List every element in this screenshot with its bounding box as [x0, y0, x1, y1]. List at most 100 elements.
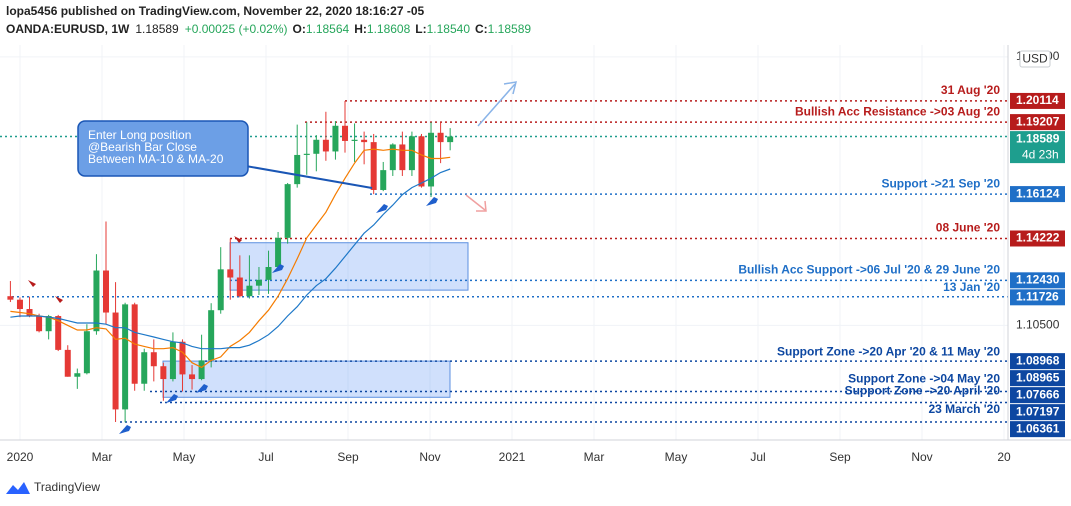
candle-body [389, 144, 396, 171]
level-text: 23 March '20 [928, 402, 1000, 416]
candle-body [437, 132, 444, 143]
ohlc-key: O: [292, 22, 305, 36]
candle-body [36, 316, 43, 332]
marker [55, 296, 63, 303]
rocket [426, 197, 438, 206]
price-badge [1010, 131, 1065, 164]
price-badge [1010, 230, 1065, 247]
callout-line: @Bearish Bar Close [88, 140, 197, 154]
price-badge-label: 1.11726 [1016, 289, 1059, 303]
price-badge [1010, 114, 1065, 131]
candle-body [428, 132, 435, 187]
rocket [376, 204, 388, 213]
candle-body [294, 154, 301, 185]
symbol-line: OANDA:EURUSD, 1W 1.18589 +0.00025 (+0.02%)… [6, 22, 531, 36]
price-badge-label: 1.16124 [1016, 186, 1060, 200]
moving-average [10, 148, 451, 369]
time-label: Sep [337, 450, 359, 464]
candle-body [370, 142, 377, 190]
candle-body [16, 299, 23, 310]
rocket [272, 264, 284, 273]
grid-layer [0, 45, 1008, 440]
callout-text: Enter Long position @Bearish Bar Close Bet… [88, 128, 224, 166]
callout-pointer [239, 164, 373, 189]
countdown: 4d 23h [1022, 147, 1059, 161]
candle-body [447, 136, 454, 143]
y-tick-label: 1.10500 [1016, 318, 1060, 332]
time-label: Mar [92, 450, 113, 464]
candle-body [227, 269, 234, 278]
candle-body [112, 312, 119, 410]
time-label: Sep [829, 450, 851, 464]
candle-body [150, 352, 157, 367]
level-layer: 31 Aug '20 Bullish Acc Resistance ->03 Au… [0, 83, 1008, 423]
candle-body [26, 309, 33, 317]
price-badge-label: 1.08965 [1016, 370, 1060, 384]
ohlc-value: 1.18589 [488, 22, 532, 36]
marker [28, 280, 36, 287]
rocket-icons [119, 197, 438, 434]
candle-body [64, 349, 71, 377]
candle-body [122, 304, 129, 410]
price-badge [1010, 92, 1065, 109]
ohlc-key: H: [354, 22, 367, 36]
time-label: May [173, 450, 196, 464]
candle-body [332, 125, 339, 152]
logo-icon [6, 482, 30, 494]
price-badge [1010, 272, 1065, 289]
price-badge [1010, 387, 1065, 404]
candle-body [351, 139, 358, 141]
candle-body [284, 184, 291, 238]
candle-body [198, 360, 205, 380]
price-badge-label: 1.07197 [1016, 404, 1060, 418]
price-badge-label: 1.19207 [1016, 114, 1060, 128]
arrow-up [477, 83, 516, 127]
candle-body [7, 296, 14, 300]
price-badge [1010, 370, 1065, 387]
time-label: Jul [258, 450, 273, 464]
time-label: 2021 [499, 450, 526, 464]
time-label: Nov [419, 450, 440, 464]
support-zone [229, 242, 469, 291]
level-text: 31 Aug '20 [941, 83, 1000, 97]
arrow-down [465, 194, 486, 211]
candle-body [55, 316, 62, 350]
rocket [166, 394, 178, 403]
time-label: Mar [584, 450, 605, 464]
candle-body [141, 352, 148, 384]
price-badge-label: 1.12430 [1016, 272, 1060, 286]
candle-body [208, 310, 215, 361]
candle-body [342, 125, 348, 141]
candle-body [160, 366, 167, 380]
candle-body [408, 136, 415, 171]
ma-layer [10, 148, 451, 369]
axis-layer: 2020 Mar May Jul Sep Nov 2021 Mar May Jul Sep Nov 20… [7, 49, 1065, 464]
price-badge-label: 1.20114 [1016, 93, 1059, 107]
candle-body [255, 279, 262, 286]
rocket [196, 384, 208, 393]
candle-body [313, 139, 320, 154]
candle-body [380, 170, 387, 190]
candle-body [179, 341, 186, 375]
candle-body [83, 331, 90, 374]
brand: TradingView [34, 480, 100, 494]
ohlc-key: C: [475, 22, 488, 36]
candle-body [275, 237, 282, 268]
candle-body [189, 374, 196, 380]
price-badge [1010, 353, 1065, 370]
level-text: 13 Jan '20 [943, 280, 1000, 294]
brand-logo: TradingView [6, 480, 100, 494]
price-badge [1010, 421, 1065, 438]
time-label: Jul [750, 450, 765, 464]
rocket [119, 425, 131, 434]
drawing-layer [28, 81, 518, 434]
price-badge [1010, 289, 1065, 306]
level-text: Support ->21 Sep '20 [881, 176, 1000, 190]
level-text: 08 June '20 [936, 221, 1001, 235]
marker [234, 236, 242, 243]
time-label: 2020 [7, 450, 34, 464]
candle-body [399, 144, 406, 171]
level-text: Support Zone ->20 April '20 [845, 384, 1001, 398]
